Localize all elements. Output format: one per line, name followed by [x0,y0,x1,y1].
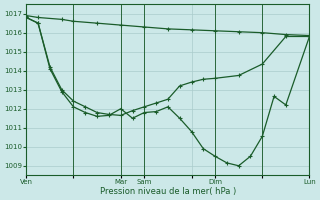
X-axis label: Pression niveau de la mer( hPa ): Pression niveau de la mer( hPa ) [100,187,236,196]
